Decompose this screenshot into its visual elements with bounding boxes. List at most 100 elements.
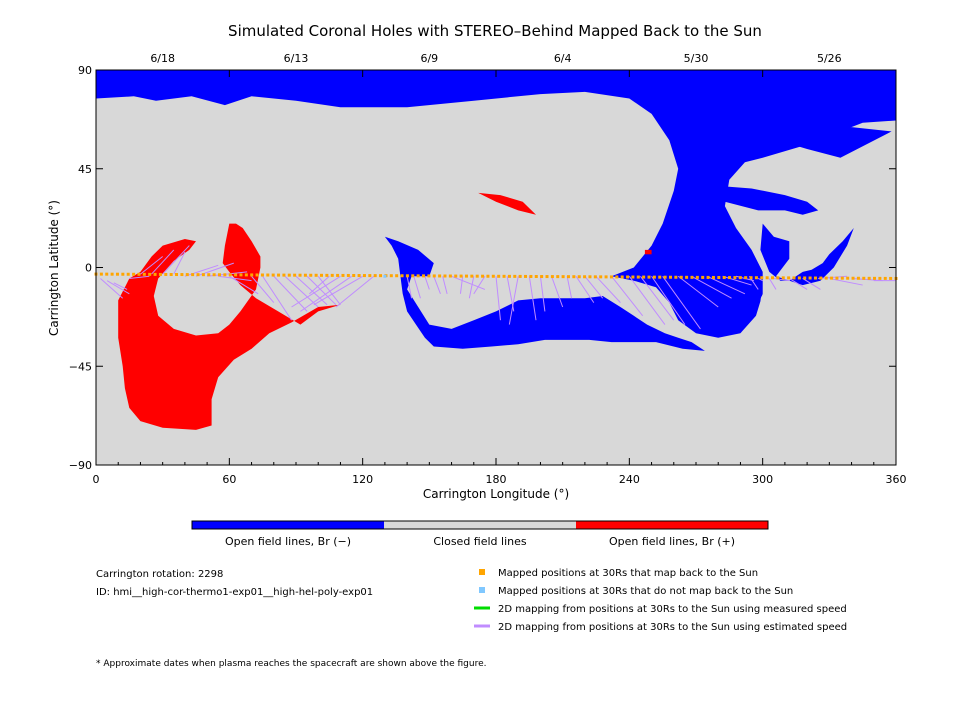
unmapped-position-point: [383, 274, 387, 278]
mapped-position-point: [642, 275, 646, 279]
estimated-mapping-line: [551, 276, 564, 308]
mapped-position-point: [722, 276, 726, 280]
mapped-position-point: [212, 273, 216, 277]
mapped-position-point: [599, 275, 603, 279]
estimated-mapping-line: [468, 276, 475, 299]
estimated-mapping-line: [151, 249, 175, 275]
mapped-position-point: [771, 276, 775, 280]
mapped-position-point: [158, 272, 162, 276]
mapped-position-point: [325, 273, 329, 277]
date-tick-label: 6/9: [420, 52, 438, 65]
mapped-position-point: [105, 272, 109, 276]
estimated-mapping-line: [313, 275, 363, 306]
mapped-position-point: [320, 273, 324, 277]
x-tick-label: 300: [752, 473, 773, 486]
mapped-position-point: [395, 274, 399, 278]
mapped-position-point: [824, 276, 828, 280]
mapped-position-point: [234, 273, 238, 277]
mapped-position-point: [346, 273, 350, 277]
estimated-mapping-line: [413, 276, 421, 299]
y-tick-label: 90: [78, 64, 92, 77]
mapped-position-point: [690, 275, 694, 279]
mapped-position-point: [416, 274, 420, 278]
estimated-mapping-line: [473, 276, 486, 295]
mapped-position-point: [244, 273, 248, 277]
x-tick-label: 120: [352, 473, 373, 486]
y-tick-label: 0: [85, 262, 92, 275]
mapped-position-point: [738, 276, 742, 280]
mapped-position-point: [550, 275, 554, 279]
colorbar-frame: [191, 520, 769, 530]
date-tick-label: 5/26: [817, 52, 842, 65]
estimated-mapping-line: [100, 278, 123, 299]
mapped-position-point: [266, 273, 270, 277]
mapped-position-point: [609, 275, 613, 279]
mapped-position-point: [164, 272, 168, 276]
mapped-position-point: [475, 274, 479, 278]
mapped-position-point: [180, 273, 184, 277]
mapped-position-point: [754, 276, 758, 280]
mapped-position-point: [142, 272, 146, 276]
mapped-position-point: [507, 274, 511, 278]
mapped-position-point: [626, 275, 630, 279]
mapped-position-point: [303, 273, 307, 277]
mapped-position-point: [534, 274, 538, 278]
estimated-mapping-line: [129, 275, 150, 279]
estimated-mapping-line: [829, 277, 863, 286]
mapped-position-point: [341, 273, 345, 277]
date-tick-labels: 6/18 6/13 6/9 6/4 5/30 5/26: [150, 52, 841, 65]
x-tick-label: 60: [222, 473, 236, 486]
mapped-position-point: [668, 275, 672, 279]
estimated-mapping-line: [706, 275, 746, 295]
mapped-position-point: [362, 274, 366, 278]
mapped-position-point: [856, 276, 860, 280]
estimated-mapping-line: [758, 278, 763, 282]
estimated-mapping-line: [628, 275, 666, 325]
mapped-position-point: [840, 276, 844, 280]
x-tick-label: 360: [886, 473, 907, 486]
x-tick-label: 180: [486, 473, 507, 486]
estimated-mapping-line: [433, 276, 441, 295]
date-tick-label: 6/18: [150, 52, 175, 65]
estimated-mapping-line: [575, 275, 595, 303]
mapped-position-point: [679, 275, 683, 279]
estimated-mapping-line: [640, 275, 675, 321]
mapped-position-point: [685, 275, 689, 279]
legend-label: Mapped positions at 30Rs that do not map…: [498, 586, 793, 597]
rotation-info: Carrington rotation: 2298: [96, 569, 223, 580]
mapped-position-point: [148, 272, 152, 276]
estimated-mapping-line: [251, 275, 275, 303]
mapped-position-point: [883, 276, 887, 280]
mapped-position-point: [830, 276, 834, 280]
mapped-position-point: [282, 273, 286, 277]
estimated-mapping-line: [459, 276, 464, 294]
estimated-mapping-line: [789, 278, 808, 290]
mapped-position-point: [287, 273, 291, 277]
mapped-position-point: [797, 276, 801, 280]
open-negative-region: [760, 223, 854, 286]
estimated-mapping-line: [424, 276, 430, 290]
footnote: * Approximate dates when plasma reaches …: [96, 659, 487, 669]
mapped-position-point: [631, 275, 635, 279]
estimated-mapping-line: [140, 256, 163, 275]
mapped-position-point: [373, 274, 377, 278]
legend-label: 2D mapping from positions at 30Rs to the…: [498, 622, 847, 633]
mapped-position-point: [813, 276, 817, 280]
mapped-position-point: [239, 273, 243, 277]
mapped-position-point: [524, 274, 528, 278]
mapped-position-point: [513, 274, 517, 278]
mapped-position-point: [604, 275, 608, 279]
mapped-position-point: [121, 272, 125, 276]
mapped-position-point: [459, 274, 463, 278]
estimated-mapping-line: [306, 275, 337, 306]
mapped-position-point: [464, 274, 468, 278]
mapped-position-point: [448, 274, 452, 278]
mapped-position-point: [889, 276, 893, 280]
mapped-position-point: [561, 275, 565, 279]
mapped-position-point: [422, 274, 426, 278]
mapped-position-point: [196, 273, 200, 277]
legend-label: Mapped positions at 30Rs that map back t…: [498, 568, 758, 579]
mapped-position-point: [647, 275, 651, 279]
date-tick-label: 6/4: [554, 52, 572, 65]
mapped-position-point: [846, 276, 850, 280]
